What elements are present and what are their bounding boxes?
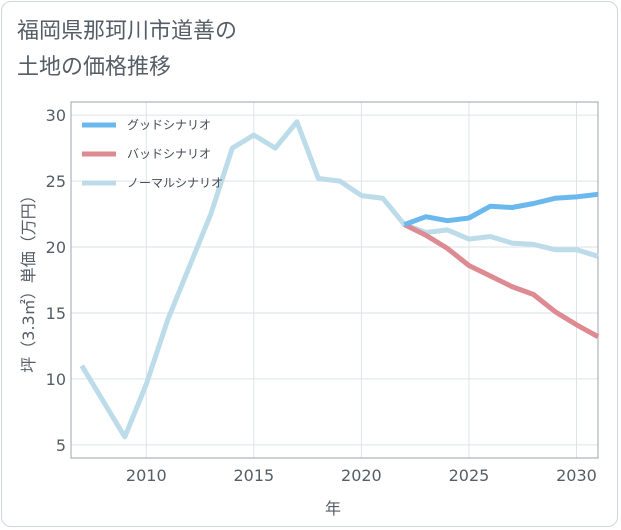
y-tick-label: 30	[46, 106, 66, 125]
x-tick-label: 2010	[126, 466, 167, 485]
series-line-0	[403, 191, 599, 227]
chart-title-line-2: 土地の価格推移	[17, 55, 172, 80]
x-tick-label: 2020	[341, 466, 382, 485]
y-tick-label: 20	[46, 238, 66, 257]
y-tick-label: 15	[46, 304, 66, 323]
plot-area-border	[70, 101, 599, 459]
x-tick-label: 2025	[449, 466, 490, 485]
series-line-1	[403, 222, 600, 339]
chart-title-line-1: 福岡県那珂川市道善の	[17, 19, 238, 44]
legend-label-1: バッドシナリオ	[127, 147, 211, 161]
legend-label-0: グッドシナリオ	[127, 118, 211, 132]
x-tick-label: 2015	[233, 466, 274, 485]
series-line-2	[79, 119, 599, 440]
x-axis-label: 年	[325, 499, 341, 518]
legend-label-2: ノーマルシナリオ	[127, 176, 223, 190]
y-tick-label: 10	[46, 370, 66, 389]
y-axis-label: 坪（3.3㎡）単価（万円）	[19, 187, 38, 372]
y-tick-label: 25	[46, 172, 66, 191]
chart-title: 福岡県那珂川市道善の 土地の価格推移	[17, 14, 237, 86]
x-tick-label: 2030	[556, 466, 597, 485]
y-tick-label: 5	[56, 436, 66, 455]
